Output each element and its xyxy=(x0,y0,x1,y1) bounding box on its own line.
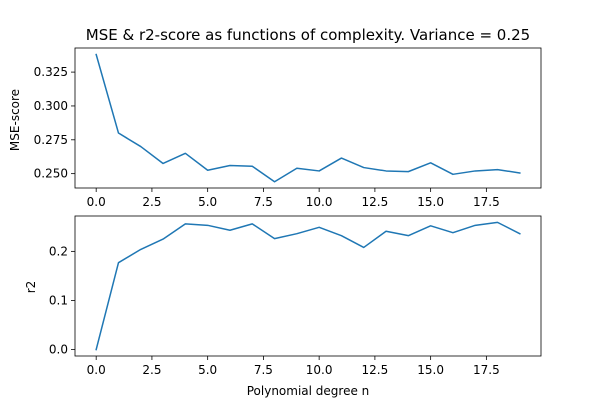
r2-series-line xyxy=(95,221,521,351)
r2-x-tick-label: 5.0 xyxy=(198,363,217,377)
mse-y-tick-label: 0.325 xyxy=(34,65,68,79)
r2-x-tick-label: 12.5 xyxy=(362,363,389,377)
mse-y-tick-label: 0.300 xyxy=(34,99,68,113)
mse-y-tick-label: 0.275 xyxy=(34,133,68,147)
r2-y-tick-label: 0.0 xyxy=(49,343,68,357)
r2-x-tick-label: 10.0 xyxy=(306,363,333,377)
r2-x-tick-label: 17.5 xyxy=(473,363,500,377)
mse-y-axis-label: MSE-score xyxy=(8,89,22,151)
r2-x-tick-label: 15.0 xyxy=(417,363,444,377)
mse-series-line xyxy=(95,53,521,183)
mse-x-tick-label: 15.0 xyxy=(417,195,444,209)
r2-subplot: 0.0 2.5 5.0 7.5 10.0 12.5 15.0 17.5 0.0 0.1 0.2 xyxy=(49,215,542,377)
r2-x-tick-label: 7.5 xyxy=(254,363,273,377)
chart-title: MSE & r2-score as functions of complexit… xyxy=(86,26,530,44)
mse-x-tick-label: 5.0 xyxy=(198,195,217,209)
mse-x-tick-label: 10.0 xyxy=(306,195,333,209)
x-axis-label: Polynomial degree n xyxy=(247,384,370,398)
mse-x-tick-label: 2.5 xyxy=(142,195,161,209)
mse-subplot: 0.0 2.5 5.0 7.5 10.0 12.5 15.0 17.5 0.250 0.275 0.… xyxy=(34,47,542,209)
r2-y-tick-label: 0.1 xyxy=(49,293,68,307)
r2-x-tick-label: 2.5 xyxy=(142,363,161,377)
r2-axes-frame xyxy=(74,215,542,357)
r2-y-axis-label: r2 xyxy=(24,281,38,294)
r2-x-tick-label: 0.0 xyxy=(87,363,106,377)
mse-x-tick-label: 7.5 xyxy=(254,195,273,209)
mse-x-tick-label: 17.5 xyxy=(473,195,500,209)
mse-y-tick-label: 0.250 xyxy=(34,167,68,181)
r2-y-tick-label: 0.2 xyxy=(49,244,68,258)
mse-x-tick-label: 12.5 xyxy=(362,195,389,209)
mse-axes-frame xyxy=(74,47,542,189)
mse-x-tick-label: 0.0 xyxy=(87,195,106,209)
